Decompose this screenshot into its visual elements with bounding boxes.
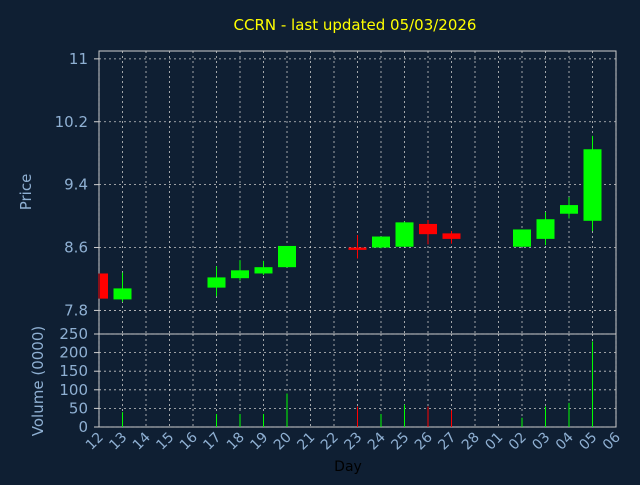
x-tick-label: 23: [341, 430, 365, 454]
chart-title: CCRN - last updated 05/03/2026: [234, 16, 477, 34]
x-tick-label: 06: [600, 429, 624, 453]
candle-body: [372, 236, 390, 248]
candles: [98, 135, 602, 302]
price-tick-label: 11: [69, 50, 88, 68]
candle-body: [419, 223, 437, 235]
candle-body: [583, 149, 602, 221]
x-tick-label: 21: [294, 430, 318, 454]
volume-tick-label: 250: [59, 325, 88, 343]
candle-body: [113, 288, 132, 300]
candle-body: [278, 245, 296, 268]
candle-body: [560, 205, 578, 214]
volume-tick-label: 200: [59, 344, 88, 362]
volume-tick-label: 150: [59, 362, 88, 380]
price-axis-label: Price: [17, 174, 35, 211]
x-tick-label: 17: [200, 430, 224, 454]
price-tick-label: 7.8: [64, 301, 88, 319]
x-tick-label: 20: [271, 430, 295, 454]
volume-tick-label: 100: [59, 381, 88, 399]
candle-body: [207, 277, 226, 288]
x-tick-label: 16: [177, 429, 201, 453]
candle-body: [442, 233, 461, 239]
x-tick-label: 28: [459, 430, 483, 454]
x-tick-label: 04: [553, 429, 577, 453]
x-tick-label: 22: [318, 430, 342, 454]
x-tick-label: 03: [529, 430, 553, 454]
candle-body: [395, 222, 414, 247]
x-tick-label: 13: [106, 430, 130, 454]
price-grid: [98, 51, 617, 334]
x-tick-label: 05: [576, 430, 600, 454]
price-tick-label: 10.2: [55, 113, 88, 131]
x-tick-label: 14: [130, 429, 154, 453]
x-tick-label: 18: [224, 430, 248, 454]
x-tick-label: 19: [247, 430, 271, 454]
x-tick-label: 15: [153, 430, 177, 454]
candle-body: [348, 247, 367, 250]
candle-body: [536, 219, 555, 239]
price-tick-label: 9.4: [64, 176, 88, 194]
volume-tick-label: 50: [69, 399, 88, 417]
candle-body: [254, 267, 273, 274]
volume-tick-label: 0: [78, 418, 88, 436]
candle-body: [100, 273, 108, 299]
x-tick-label: 02: [506, 430, 530, 454]
x-axis-ticks: 12 13 14 15 16 17 18 19 20 21 22 23 24 25 26 27 28 01 02 03…: [83, 429, 624, 453]
x-tick-label: 24: [365, 429, 389, 453]
volume-bars: [122, 341, 593, 427]
candle-body: [231, 270, 249, 279]
x-tick-label: 26: [412, 429, 436, 453]
candle-body: [513, 229, 531, 247]
x-tick-label: 01: [482, 430, 506, 454]
price-tick-label: 8.6: [64, 239, 88, 257]
volume-grid: [98, 333, 617, 428]
price-y-ticks: 7.8 8.6 9.4 10.2 11: [55, 50, 99, 319]
x-tick-label: 27: [435, 430, 459, 454]
volume-axis-label: Volume (0000): [29, 326, 47, 436]
x-tick-label: 25: [388, 430, 412, 454]
x-axis-label: Day: [334, 459, 362, 475]
